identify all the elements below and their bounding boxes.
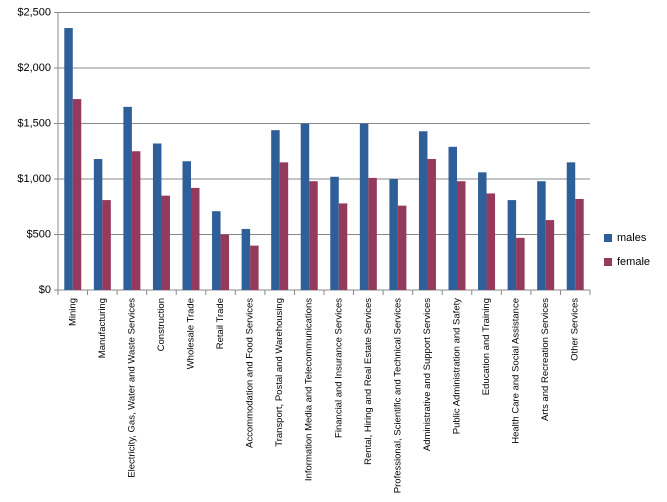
- bar: [191, 187, 200, 290]
- y-tick-label: $1,000: [17, 173, 51, 185]
- x-tick-label: Mining: [67, 298, 78, 326]
- legend-label: males: [617, 232, 647, 244]
- bar: [457, 181, 466, 290]
- bar: [123, 106, 132, 290]
- x-tick-label: Health Care and Social Assistance: [511, 298, 522, 444]
- bar: [131, 151, 141, 290]
- bar: [72, 99, 82, 290]
- x-tick-label: Professional, Scientific and Technical S…: [392, 298, 403, 493]
- bar: [279, 162, 289, 290]
- bar: [241, 228, 251, 290]
- bar: [161, 195, 170, 290]
- x-tick-label: Other Services: [570, 298, 581, 361]
- bar: [250, 245, 259, 290]
- x-tick-label: Arts and Recreation Services: [540, 298, 551, 421]
- x-tick-label: Transport, Postal and Warehousing: [274, 298, 285, 447]
- bar: [389, 179, 398, 290]
- bar: [418, 131, 428, 290]
- bar: [102, 200, 111, 290]
- x-tick-label: Public Administration and Safety: [452, 298, 463, 434]
- bar: [359, 123, 369, 290]
- x-tick-label: Accommodation and Food Services: [245, 298, 256, 448]
- bar: [64, 28, 73, 290]
- bar: [309, 181, 318, 290]
- x-tick-label: Wholesale Trade: [186, 298, 197, 369]
- x-tick-label: Information Media and Telecommunications: [304, 298, 315, 481]
- x-tick-label: Rental, Hiring and Real Estate Services: [363, 298, 374, 465]
- x-tick-label: Construction: [156, 298, 167, 351]
- y-tick-label: $2,500: [17, 6, 51, 18]
- bar: [537, 181, 546, 290]
- bar: [152, 143, 162, 290]
- legend-swatch: [604, 234, 612, 242]
- bar: [182, 161, 191, 290]
- x-tick-label: Manufacturing: [97, 298, 108, 358]
- bar: [300, 123, 310, 290]
- y-tick-label: $0: [39, 284, 51, 296]
- bar: [397, 205, 407, 290]
- bar: [271, 130, 280, 290]
- x-tick-label: Financial and Insurance Services: [333, 298, 344, 438]
- bar: [212, 211, 221, 290]
- bar: [575, 198, 584, 290]
- bar: [507, 200, 517, 290]
- x-tick-label: Electricity, Gas, Water and Waste Servic…: [126, 298, 137, 478]
- bar: [368, 177, 377, 290]
- bar: [448, 146, 457, 290]
- bar: [486, 193, 496, 290]
- bar: [220, 234, 230, 290]
- y-tick-label: $500: [27, 228, 51, 240]
- legend-swatch: [604, 258, 612, 266]
- bar: [566, 162, 576, 290]
- legend-label: female: [617, 256, 650, 268]
- bar: [330, 176, 339, 290]
- x-tick-label: Retail Trade: [215, 298, 226, 349]
- bar: [545, 220, 555, 290]
- bar: [478, 172, 487, 290]
- x-tick-label: Education and Training: [481, 298, 492, 395]
- bar: [338, 203, 348, 290]
- y-tick-label: $1,500: [17, 117, 51, 129]
- bar: [516, 237, 525, 290]
- bar: [93, 159, 103, 290]
- y-tick-label: $2,000: [17, 62, 51, 74]
- bar: [427, 159, 436, 290]
- x-tick-label: Administrative and Support Services: [422, 298, 433, 451]
